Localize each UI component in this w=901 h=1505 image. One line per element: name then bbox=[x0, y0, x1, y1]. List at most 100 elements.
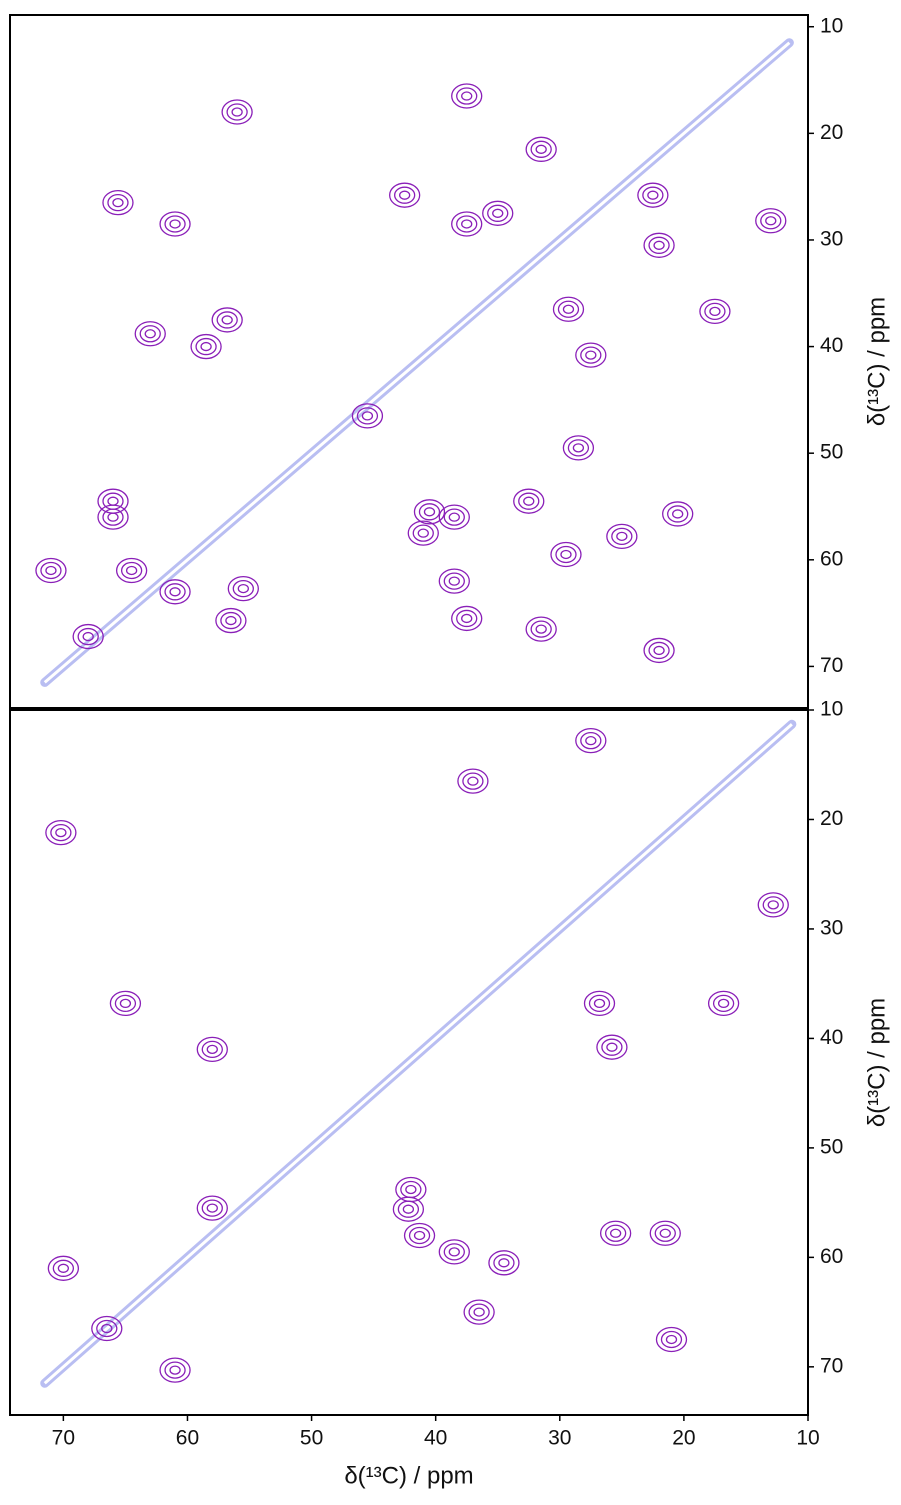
peak bbox=[525, 616, 557, 642]
peak bbox=[583, 990, 616, 1017]
peak-contour bbox=[567, 439, 590, 457]
peak bbox=[102, 189, 134, 216]
peak bbox=[438, 504, 470, 530]
y-tick-label: 60 bbox=[820, 547, 843, 570]
peak-contour bbox=[601, 1038, 623, 1056]
peak-contour bbox=[448, 1247, 460, 1257]
peak-contour bbox=[120, 561, 143, 580]
peak bbox=[451, 83, 483, 109]
peak bbox=[392, 1196, 425, 1222]
peak bbox=[403, 1222, 436, 1249]
peak-contour bbox=[200, 341, 212, 352]
peak-contour bbox=[580, 732, 602, 750]
peak-contour bbox=[206, 1203, 218, 1213]
peak-contour bbox=[667, 505, 689, 523]
peak-contour bbox=[492, 208, 504, 218]
peak bbox=[575, 342, 607, 368]
peak-contour bbox=[144, 329, 156, 339]
peak-contour bbox=[712, 994, 735, 1013]
peak-contour bbox=[456, 609, 478, 628]
peak-contour bbox=[461, 219, 473, 229]
peak-contour bbox=[402, 1204, 415, 1214]
peak-contour bbox=[557, 300, 580, 318]
x-axis-label: δ(¹³C) / ppm bbox=[344, 1462, 473, 1489]
peak-contour bbox=[119, 998, 132, 1009]
peak bbox=[707, 990, 740, 1017]
peak-contour bbox=[523, 496, 535, 506]
peak-contour bbox=[562, 304, 575, 314]
peak bbox=[72, 623, 104, 650]
peak-contour bbox=[408, 1226, 431, 1245]
peak-contour bbox=[659, 1228, 671, 1238]
peak-contour bbox=[57, 1263, 70, 1273]
x-tick-label: 60 bbox=[176, 1427, 199, 1450]
peak-contour bbox=[52, 1259, 75, 1277]
peak-contour bbox=[107, 496, 119, 506]
peak-contour bbox=[394, 186, 416, 204]
peak bbox=[190, 333, 222, 360]
peak bbox=[596, 1034, 628, 1060]
peak bbox=[575, 728, 607, 754]
peak-contour bbox=[206, 1044, 218, 1055]
peak-contour bbox=[220, 611, 242, 630]
x-tick-label: 20 bbox=[672, 1427, 695, 1450]
peak-contour bbox=[405, 1184, 417, 1195]
y-tick-label: 10 bbox=[820, 698, 843, 721]
peak bbox=[643, 232, 675, 258]
peak-contour bbox=[164, 583, 186, 601]
peak-contour bbox=[195, 337, 217, 356]
peak-contour bbox=[462, 772, 484, 790]
peak-contour bbox=[201, 1199, 223, 1217]
peak-contour bbox=[413, 1230, 426, 1241]
peak bbox=[655, 1326, 688, 1353]
peak-contour bbox=[443, 1243, 465, 1261]
peak bbox=[35, 557, 67, 584]
y-axis-label: δ(¹³C) / ppm bbox=[863, 297, 890, 426]
peak-contour bbox=[125, 565, 138, 576]
peak-contour bbox=[461, 613, 473, 624]
peak-contour bbox=[456, 87, 478, 105]
y-tick-label: 60 bbox=[820, 1245, 843, 1268]
plot-frame bbox=[9, 709, 809, 1416]
peak-contour bbox=[672, 509, 684, 519]
peak bbox=[550, 541, 582, 568]
y-tick-label: 20 bbox=[820, 807, 843, 830]
peak bbox=[699, 298, 731, 325]
peak bbox=[525, 136, 557, 162]
peak-contour bbox=[609, 1228, 622, 1238]
peak bbox=[457, 768, 489, 794]
peak-contour bbox=[423, 507, 436, 517]
peak-contour bbox=[585, 736, 597, 746]
peak-contour bbox=[361, 411, 374, 421]
peak-contour bbox=[665, 1334, 678, 1345]
peak-contour bbox=[498, 1258, 510, 1268]
peak bbox=[134, 321, 166, 347]
peak-contour bbox=[468, 1303, 490, 1321]
peak bbox=[109, 990, 142, 1017]
peak bbox=[47, 1255, 80, 1281]
peak-contour bbox=[518, 492, 540, 510]
y-tick-label: 50 bbox=[820, 441, 843, 464]
peak bbox=[562, 435, 595, 461]
x-tick-label: 50 bbox=[300, 1427, 323, 1450]
x-tick-label: 10 bbox=[796, 1427, 819, 1450]
plot-frame bbox=[9, 14, 809, 709]
peak-contour bbox=[535, 144, 547, 154]
peak-contour bbox=[226, 103, 248, 121]
peak-contour bbox=[461, 91, 473, 101]
peak-contour bbox=[412, 524, 434, 542]
peak bbox=[662, 501, 694, 527]
peak bbox=[196, 1036, 228, 1063]
peak-contour bbox=[572, 443, 585, 453]
peak bbox=[757, 892, 789, 918]
peak-contour bbox=[767, 900, 779, 910]
peak bbox=[649, 1220, 681, 1246]
peak-contour bbox=[467, 776, 479, 786]
peak-contour bbox=[50, 823, 72, 842]
peak-contour bbox=[399, 190, 411, 200]
peak bbox=[159, 579, 191, 605]
y-tick-label: 30 bbox=[820, 228, 843, 251]
peak bbox=[755, 208, 787, 234]
peak-contour bbox=[443, 508, 465, 526]
